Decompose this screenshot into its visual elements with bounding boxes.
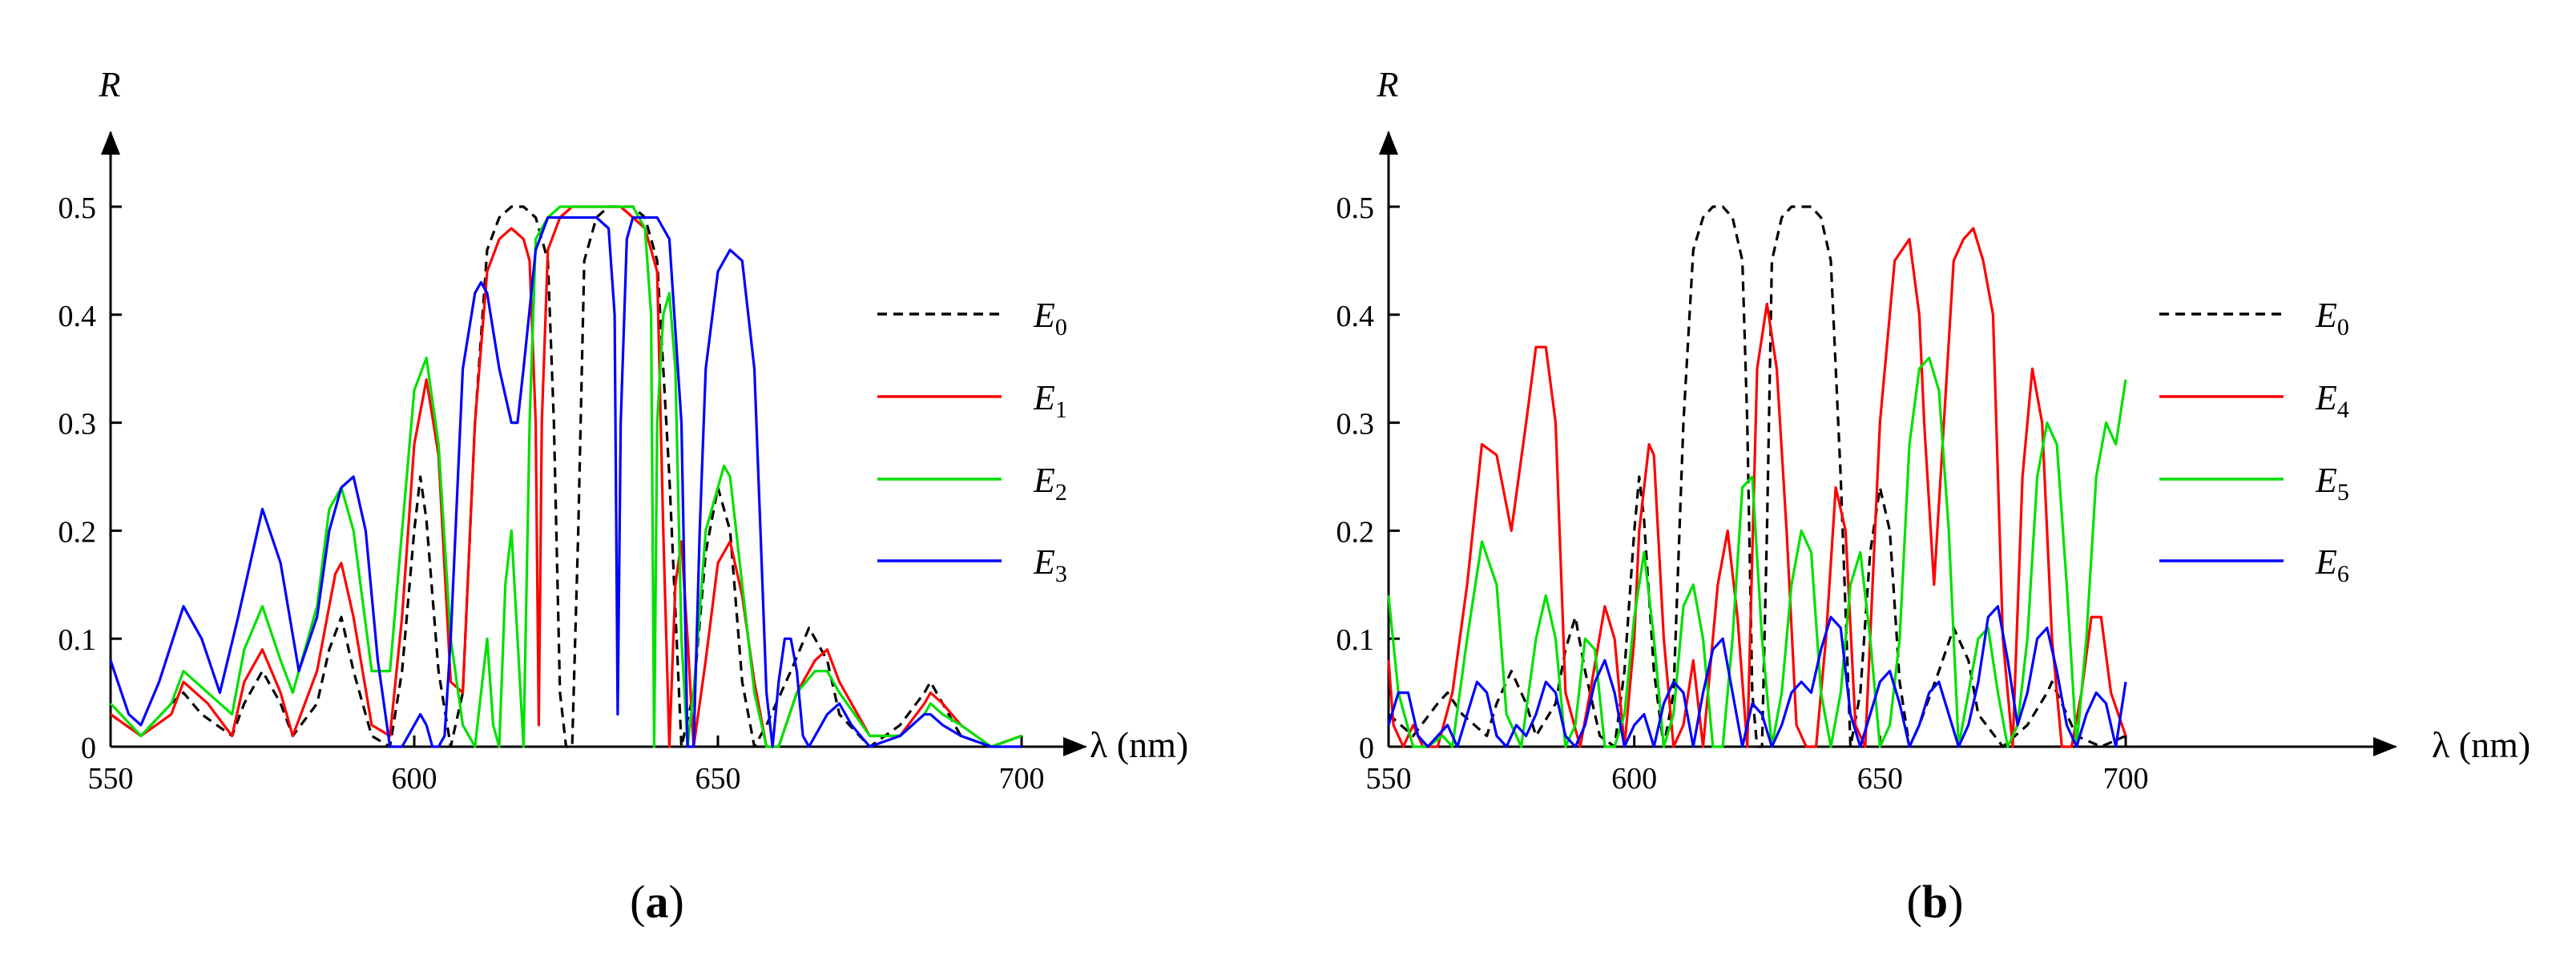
- legend-label-e0: E0: [1033, 296, 1067, 340]
- legend-label-e4: E4: [2315, 378, 2349, 423]
- x-axis-label: λ (nm): [2432, 724, 2530, 765]
- series-line-e6: [1387, 605, 2127, 748]
- series-line-e2: [109, 205, 1022, 748]
- series-line-e4: [1387, 227, 2127, 748]
- panel-label: (b): [1907, 876, 1964, 928]
- y-tick-label: 0.5: [1336, 191, 1375, 225]
- y-tick-label: 0.2: [1336, 515, 1375, 549]
- legend-label-e3: E3: [1033, 542, 1067, 587]
- x-tick-label: 600: [392, 762, 437, 796]
- x-axis-label: λ (nm): [1090, 724, 1188, 765]
- legend-label-e5: E5: [2315, 461, 2349, 506]
- y-tick-label: 0.1: [58, 623, 97, 657]
- y-tick-label: 0.1: [1336, 623, 1375, 657]
- legend-label-e6: E6: [2315, 542, 2349, 587]
- y-tick-label: 0.5: [58, 191, 97, 225]
- x-tick-label: 650: [1857, 762, 1903, 796]
- legend-label-e1: E1: [1033, 378, 1067, 423]
- y-axis-label: R: [99, 65, 121, 104]
- y-tick-label: 0: [1359, 731, 1374, 765]
- x-tick-label: 700: [2103, 762, 2149, 796]
- legend-label-e0: E0: [2315, 296, 2349, 340]
- series-line-e3: [109, 216, 1022, 748]
- y-tick-label: 0: [81, 731, 96, 765]
- series-line-e1: [110, 205, 1022, 748]
- y-tick-label: 0.2: [58, 515, 97, 549]
- y-tick-label: 0.4: [58, 300, 97, 333]
- x-tick-label: 550: [88, 762, 134, 796]
- y-axis-label: R: [1377, 65, 1399, 104]
- legend-label-e2: E2: [1033, 461, 1067, 506]
- x-tick-label: 650: [695, 762, 741, 796]
- panel-label: (a): [630, 876, 684, 928]
- x-tick-label: 600: [1611, 762, 1657, 796]
- x-tick-label: 700: [999, 762, 1045, 796]
- series-line-e0: [110, 205, 1022, 748]
- y-tick-label: 0.3: [1336, 408, 1375, 441]
- series-line-e5: [1387, 357, 2127, 748]
- y-tick-label: 0.3: [58, 408, 97, 441]
- x-tick-label: 550: [1366, 762, 1412, 796]
- y-tick-label: 0.4: [1336, 300, 1375, 333]
